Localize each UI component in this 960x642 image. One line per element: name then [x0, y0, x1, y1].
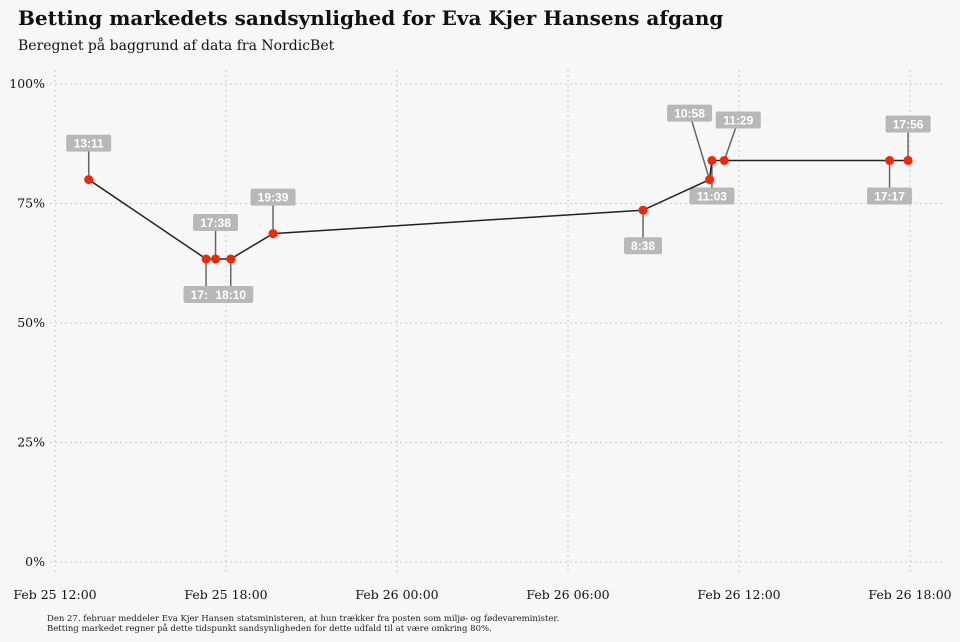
footnote-line-1: Den 27. februar meddeler Eva Kjer Hansen…: [47, 614, 560, 624]
x-tick-label: Feb 25 12:00: [13, 587, 96, 602]
point-time-label: 17:38: [200, 216, 231, 230]
data-point: [201, 254, 211, 264]
y-tick-label: 75%: [17, 196, 45, 211]
footnote-line-2: Betting markedet regner på dette tidspun…: [47, 624, 492, 634]
point-time-label: 17:56: [893, 117, 924, 131]
x-tick-label: Feb 26 00:00: [355, 587, 438, 602]
point-time-label: 17:17: [874, 189, 905, 203]
x-tick-label: Feb 26 06:00: [526, 587, 609, 602]
data-point: [84, 175, 94, 185]
chart-title: Betting markedets sandsynlighed for Eva …: [18, 6, 724, 30]
y-tick-label: 50%: [17, 315, 45, 330]
data-point: [226, 254, 236, 264]
label-box: [667, 104, 713, 122]
y-tick-label: 25%: [17, 435, 45, 450]
data-point: [719, 155, 729, 165]
point-time-label: 11:29: [723, 113, 753, 127]
y-tick-label: 100%: [9, 76, 45, 91]
label-box: [689, 187, 735, 205]
label-box: [885, 115, 931, 133]
x-tick-label: Feb 26 18:00: [868, 587, 951, 602]
point-time-label: 18:10: [215, 288, 246, 302]
label-box: [624, 237, 663, 255]
point-time-label: 11:03: [697, 189, 727, 203]
point-time-label: 13:11: [74, 137, 104, 151]
point-time-label: 8:38: [631, 239, 655, 253]
label-box: [208, 285, 254, 303]
data-point: [705, 175, 715, 185]
data-point: [638, 205, 648, 215]
series-line: [88, 159, 909, 260]
label-box: [715, 111, 761, 129]
label-box: [66, 134, 112, 152]
label-box: [193, 213, 239, 231]
data-point: [903, 155, 913, 165]
data-point: [707, 155, 717, 165]
chart-subtitle: Beregnet på baggrund af data fra NordicB…: [18, 38, 335, 54]
data-point: [885, 155, 895, 165]
point-time-label: 19:39: [258, 191, 289, 205]
point-time-label: 10:58: [674, 107, 705, 121]
label-box: [867, 187, 913, 205]
x-tick-label: Feb 25 18:00: [184, 587, 267, 602]
data-point: [211, 254, 221, 264]
data-point: [268, 229, 278, 239]
x-tick-label: Feb 26 12:00: [697, 587, 780, 602]
label-leader-line: [688, 113, 711, 180]
y-tick-label: 0%: [25, 554, 45, 569]
footnote: Den 27. februar meddeler Eva Kjer Hansen…: [47, 614, 559, 634]
label-box: [250, 188, 296, 206]
